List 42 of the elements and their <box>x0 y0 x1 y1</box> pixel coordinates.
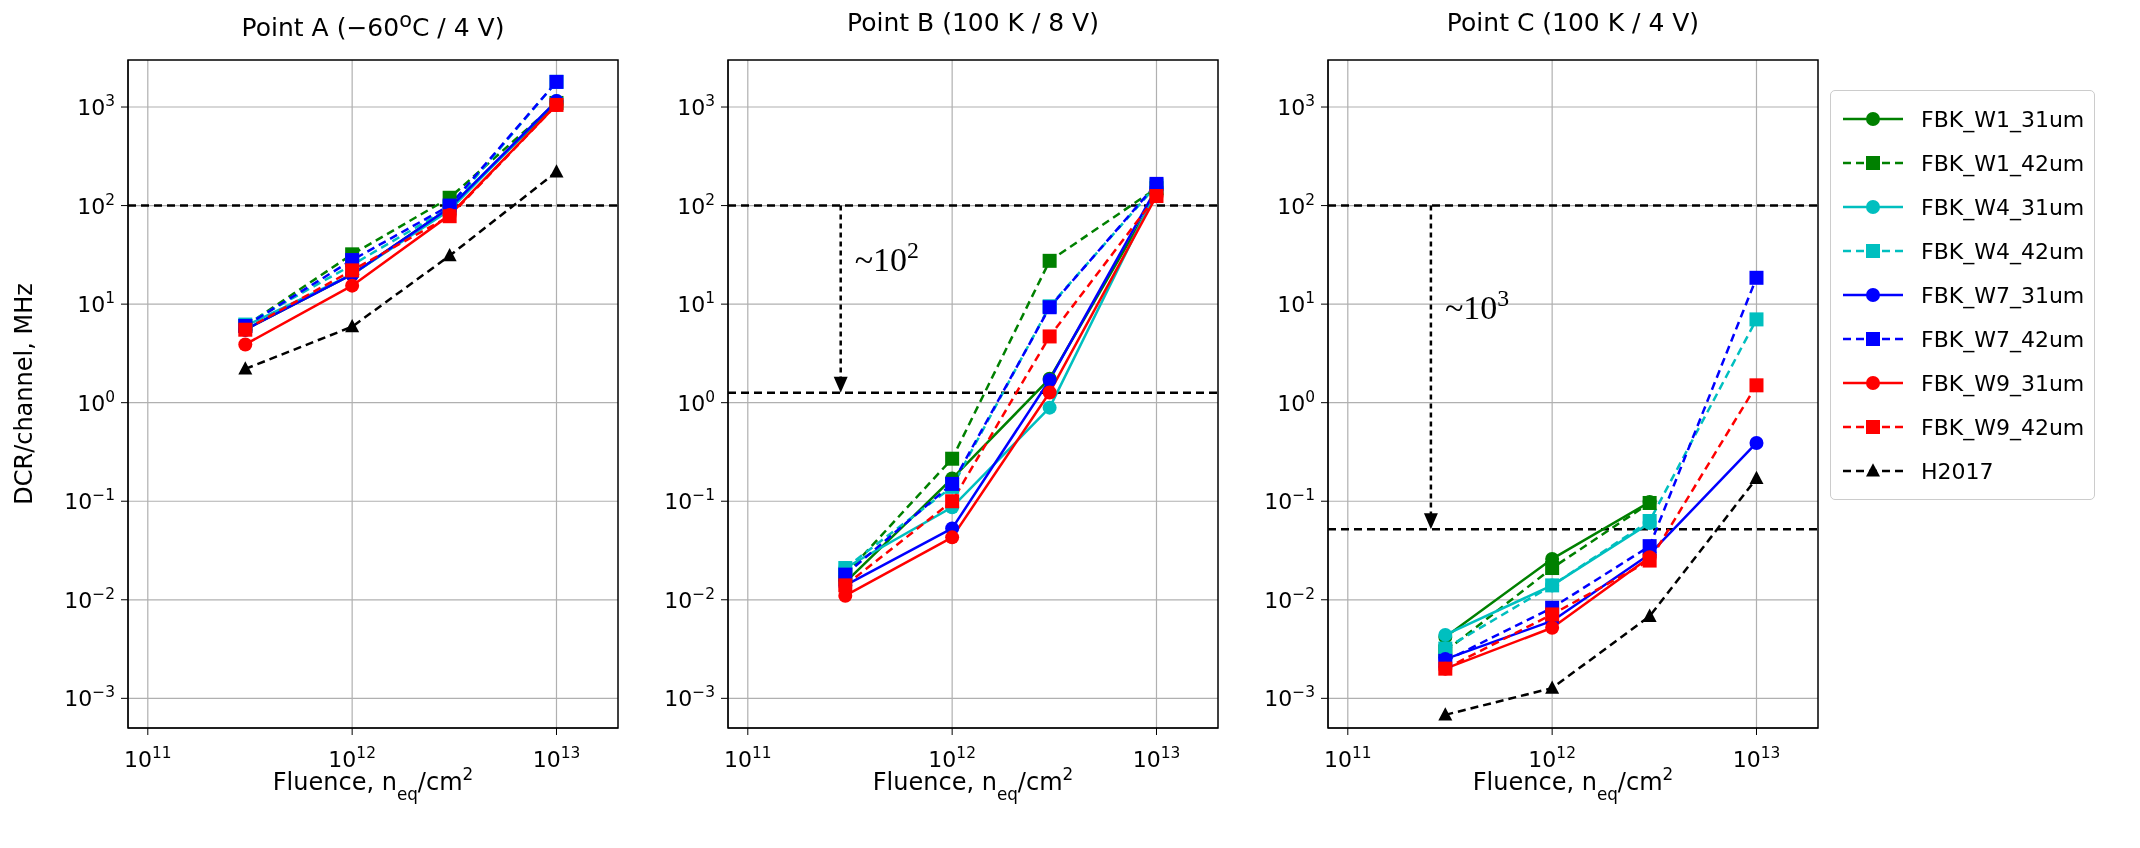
chart-title: Point C (100 K / 4 V) <box>1446 8 1700 37</box>
y-tick-label: 10$^{−2}$ <box>664 584 715 613</box>
y-tick-label: 10$^{0}$ <box>1277 387 1315 416</box>
y-tick-label: 10$^{−1}$ <box>64 486 115 515</box>
legend-label: FBK_W7_42um <box>1921 326 2085 352</box>
annotation: ~10$^{2}$ <box>854 237 920 279</box>
y-tick-label: 10$^{0}$ <box>677 387 715 416</box>
x-tick-label: 10$^{13}$ <box>1732 744 1781 772</box>
y-tick-label: 10$^{1}$ <box>77 289 115 318</box>
y-tick-label: 10$^{−3}$ <box>1264 683 1315 712</box>
y-tick-label: 10$^{3}$ <box>677 92 715 121</box>
x-tick-label: 10$^{13}$ <box>532 744 581 772</box>
y-tick-label: 10$^{1}$ <box>1277 289 1315 318</box>
legend-label: FBK_W9_31um <box>1921 370 2085 396</box>
legend-label: H2017 <box>1921 458 1994 484</box>
chart-title: Point A (−60$^{o}$C / 4 V) <box>241 8 505 43</box>
y-tick-label: 10$^{3}$ <box>1277 92 1315 121</box>
legend-label: FBK_W4_42um <box>1921 238 2085 264</box>
x-tick-label: 10$^{11}$ <box>724 744 772 772</box>
x-tick-label: 10$^{11}$ <box>124 744 172 772</box>
y-tick-label: 10$^{−3}$ <box>64 683 115 712</box>
legend-label: FBK_W1_31um <box>1921 106 2085 132</box>
legend-label: FBK_W7_31um <box>1921 282 2085 308</box>
legend-label: FBK_W1_42um <box>1921 150 2085 176</box>
y-tick-label: 10$^{2}$ <box>1277 190 1315 219</box>
y-tick-label: 10$^{2}$ <box>77 190 115 219</box>
y-tick-label: 10$^{−1}$ <box>664 486 715 515</box>
legend-label: FBK_W9_42um <box>1921 414 2085 440</box>
y-tick-label: 10$^{1}$ <box>677 289 715 318</box>
y-tick-label: 10$^{2}$ <box>677 190 715 219</box>
legend-label: FBK_W4_31um <box>1921 194 2085 220</box>
x-tick-label: 10$^{13}$ <box>1132 744 1181 772</box>
y-axis-title: DCR/channel, MHz <box>10 283 38 505</box>
y-tick-label: 10$^{0}$ <box>77 387 115 416</box>
y-tick-label: 10$^{−3}$ <box>664 683 715 712</box>
y-tick-label: 10$^{3}$ <box>77 92 115 121</box>
x-tick-label: 10$^{11}$ <box>1324 744 1372 772</box>
chart-title: Point B (100 K / 8 V) <box>847 8 1099 37</box>
y-tick-label: 10$^{−2}$ <box>1264 584 1315 613</box>
y-tick-label: 10$^{−2}$ <box>64 584 115 613</box>
annotation: ~10$^{3}$ <box>1444 284 1510 326</box>
y-tick-label: 10$^{−1}$ <box>1264 486 1315 515</box>
